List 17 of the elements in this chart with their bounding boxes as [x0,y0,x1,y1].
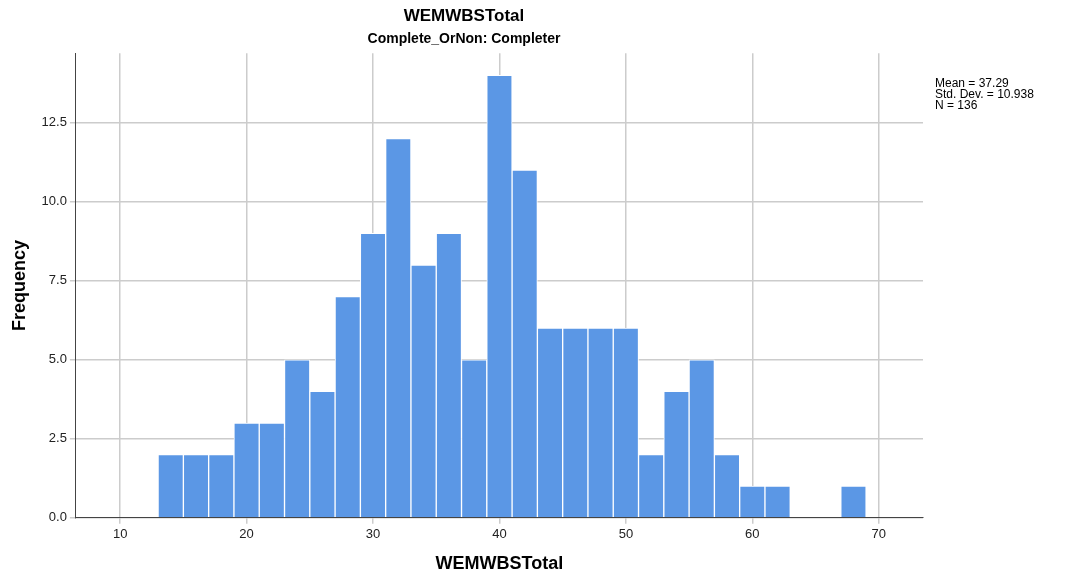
x-tick-label: 10 [112,526,128,542]
x-tick-label: 20 [239,526,254,542]
x-tick-label: 50 [618,526,634,542]
y-tick-label: 12.5 [41,114,67,130]
y-tick-label: 10.0 [41,193,67,209]
y-tick-label: 5.0 [48,351,67,367]
x-tick-label: 70 [871,526,886,542]
x-tick-label: 60 [745,526,760,542]
chart-title: WEMWBSTotal [403,5,525,25]
y-axis-title: Frequency [8,239,29,332]
y-tick-label: 0.0 [48,509,67,525]
x-tick-label: 30 [365,526,381,542]
chart-subtitle: Complete_OrNon: Completer [367,29,561,46]
x-tick-label: 40 [492,526,507,542]
x-axis-title: WEMWBSTotal [435,553,564,574]
y-tick-label: 2.5 [48,430,67,446]
y-tick-label: 7.5 [48,272,67,288]
